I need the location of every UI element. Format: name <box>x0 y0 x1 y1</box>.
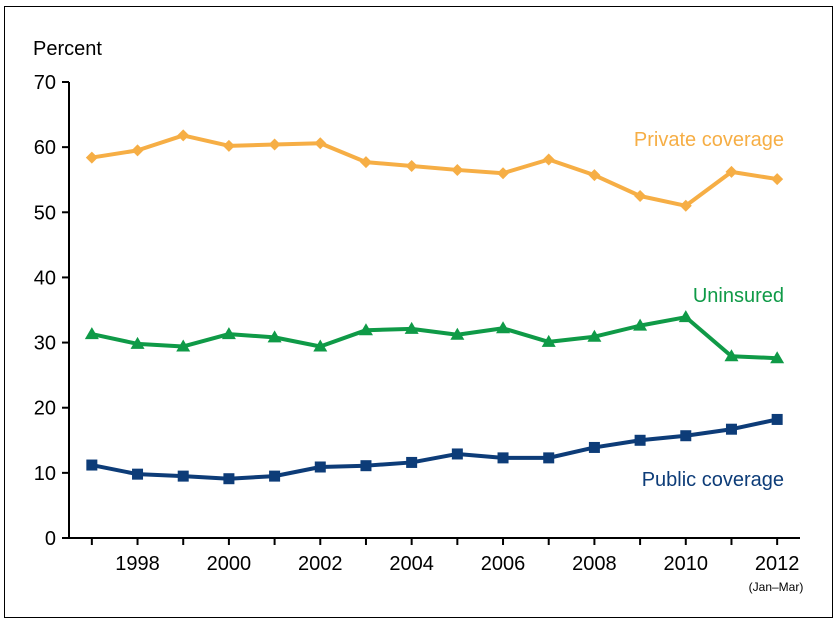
x-tick-label: 1998 <box>115 553 160 575</box>
data-point <box>724 349 739 362</box>
data-point <box>678 310 693 323</box>
series-uninsured <box>84 310 785 364</box>
data-point <box>725 423 737 435</box>
series-line <box>91 133 778 208</box>
x-tick-label: 2010 <box>664 553 709 575</box>
data-point <box>404 321 419 334</box>
data-point <box>450 327 465 340</box>
x-tick-label: 2004 <box>389 553 434 575</box>
data-point <box>633 318 648 331</box>
series-line <box>91 315 778 361</box>
data-point <box>223 473 235 485</box>
series-public-coverage <box>86 413 783 485</box>
series-private-coverage <box>85 129 784 212</box>
data-point <box>543 452 555 464</box>
x-tick-label: 2006 <box>481 553 526 575</box>
data-point <box>85 151 98 164</box>
data-point <box>359 156 372 169</box>
data-point <box>358 323 373 336</box>
data-point <box>314 137 327 150</box>
data-point <box>679 199 692 212</box>
x-tick-label: 2008 <box>572 553 617 575</box>
y-tick-label: 40 <box>34 267 56 289</box>
data-point <box>222 139 235 152</box>
y-axis-title: Percent <box>33 38 102 60</box>
data-point <box>314 461 326 473</box>
data-point <box>360 460 372 472</box>
data-point <box>770 351 785 364</box>
data-point <box>497 452 509 464</box>
series-line <box>91 417 778 481</box>
data-point <box>269 470 281 482</box>
data-point <box>132 468 144 480</box>
y-tick-label: 10 <box>34 463 56 485</box>
data-point <box>542 153 555 166</box>
y-tick-label: 0 <box>45 528 56 550</box>
y-tick-label: 60 <box>34 137 56 159</box>
series-label-uninsured: Uninsured <box>693 285 784 307</box>
data-point <box>497 167 510 180</box>
data-point <box>267 330 282 343</box>
data-point <box>221 327 236 340</box>
data-point <box>496 321 511 334</box>
data-point <box>177 470 189 482</box>
x-tick-label: 2012 <box>755 553 800 575</box>
data-point <box>588 169 601 182</box>
series-layer <box>84 129 785 485</box>
y-tick-label: 50 <box>34 202 56 224</box>
y-axis: 0 10 20 30 40 50 60 70 <box>34 72 70 550</box>
data-point <box>406 456 418 468</box>
series-labels: Private coverage Uninsured Public covera… <box>634 129 784 491</box>
data-point <box>725 165 738 178</box>
series-label-public-coverage: Public coverage <box>642 469 784 491</box>
data-point <box>176 339 191 352</box>
data-point <box>405 160 418 173</box>
x-tick-label: 2000 <box>207 553 252 575</box>
data-point <box>634 190 647 202</box>
x-axis: 1998 2000 2002 2004 2006 2008 2010 2012 <box>68 537 800 575</box>
data-point <box>588 441 600 453</box>
data-point <box>86 459 98 471</box>
x-axis-note: (Jan–Mar) <box>749 580 804 594</box>
y-tick-label: 70 <box>34 72 56 94</box>
data-point <box>268 138 281 151</box>
series-label-private-coverage: Private coverage <box>634 129 784 151</box>
data-point <box>680 430 692 442</box>
data-point <box>84 327 99 340</box>
y-tick-label: 20 <box>34 398 56 420</box>
data-point <box>313 339 328 352</box>
x-tick-label: 2002 <box>298 553 343 575</box>
data-point <box>131 144 144 157</box>
data-point <box>130 336 145 349</box>
data-point <box>634 434 646 446</box>
data-point <box>451 448 463 460</box>
data-point <box>771 173 784 186</box>
y-tick-label: 30 <box>34 333 56 355</box>
data-point <box>587 329 602 342</box>
data-point <box>541 334 556 347</box>
data-point <box>451 163 464 176</box>
chart-frame <box>4 6 833 618</box>
data-point <box>177 129 190 142</box>
data-point <box>771 413 783 425</box>
